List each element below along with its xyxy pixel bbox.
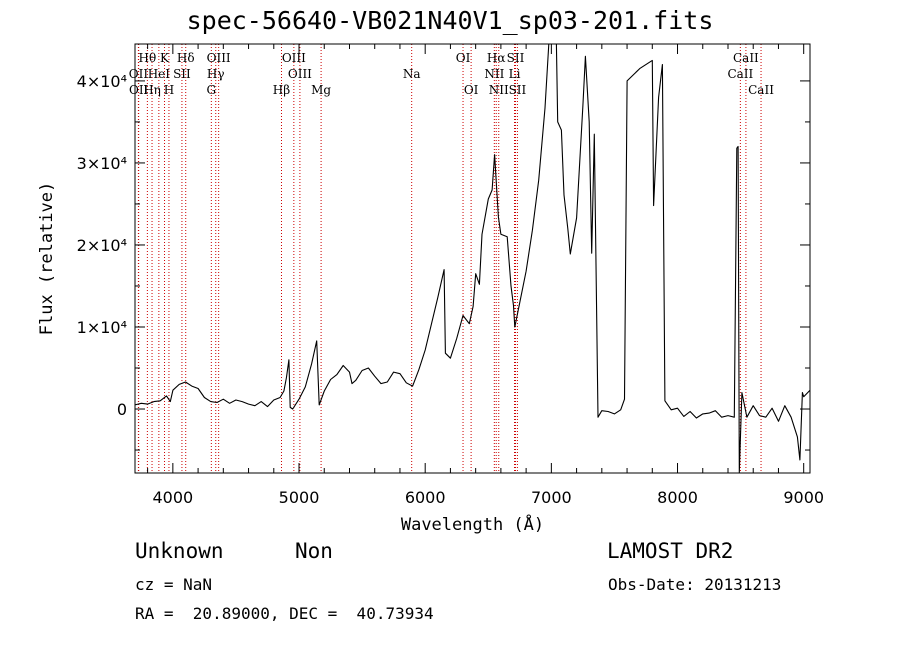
line-label: OI	[456, 51, 471, 65]
line-label: Hη	[143, 83, 161, 97]
line-label: OIII	[288, 67, 312, 81]
spectral-line-labels: Hθ OII OII K HeI Hη H Hδ SII OIII Hγ G OIII OIII Hβ Mg N…	[129, 51, 774, 97]
plot-frame	[134, 43, 811, 474]
x-tick-label: 4000	[152, 488, 193, 507]
line-label: HeI	[148, 67, 171, 81]
x-tick-label: 8000	[657, 488, 698, 507]
ra-dec: RA = 20.89000, DEC = 40.73934	[135, 604, 434, 623]
obs-date: Obs-Date: 20131213	[608, 575, 782, 594]
line-label: OIII	[282, 51, 306, 65]
line-label: OIII	[207, 51, 231, 65]
line-label: CaII	[748, 83, 774, 97]
line-label: Hδ	[177, 51, 195, 65]
y-tick-label: 1×10⁴	[77, 318, 127, 337]
line-label: Na	[403, 67, 421, 81]
x-axis-label: Wavelength (Å)	[401, 513, 544, 535]
line-label: K	[160, 51, 170, 65]
spectrum-series	[134, 43, 811, 473]
spectrum-line	[134, 43, 811, 473]
line-label: Hγ	[207, 67, 225, 81]
line-label: SII	[173, 67, 191, 81]
line-label: Li	[509, 67, 521, 81]
line-label: Hβ	[273, 83, 290, 97]
line-label: G	[207, 83, 217, 97]
object-subclass: Non	[295, 539, 333, 563]
y-axis-label: Flux (relative)	[37, 182, 57, 336]
y-tick-label: 0	[117, 400, 127, 419]
line-label: Mg	[311, 83, 331, 97]
line-label: CaII	[733, 51, 759, 65]
redshift-cz: cz = NaN	[135, 575, 213, 594]
line-label: CaII	[727, 67, 753, 81]
x-tick-label: 5000	[279, 488, 320, 507]
y-tick-label: 2×10⁴	[77, 236, 127, 255]
survey-name: LAMOST DR2	[607, 539, 734, 563]
chart-title: spec-56640-VB021N40V1_sp03-201.fits	[186, 6, 714, 35]
line-label: H	[164, 83, 174, 97]
line-label: NII	[489, 83, 509, 97]
x-tick-label: 7000	[531, 488, 572, 507]
x-tick-label: 6000	[405, 488, 446, 507]
line-label: OI	[464, 83, 479, 97]
line-label: Hα	[487, 51, 506, 65]
line-label: NII	[484, 67, 504, 81]
object-class: Unknown	[135, 539, 224, 563]
spectral-line-markers	[137, 44, 762, 473]
line-label: SII	[507, 51, 525, 65]
plot-axes: 4000 5000 6000 7000 8000 9000 0 1×10⁴ 2×10⁴ 3×10⁴…	[37, 43, 824, 535]
line-label: Hθ	[139, 51, 157, 65]
line-label: OII	[129, 83, 149, 97]
y-tick-label: 4×10⁴	[77, 72, 127, 91]
line-label: SII	[509, 83, 527, 97]
x-tick-label: 9000	[783, 488, 824, 507]
y-tick-label: 3×10⁴	[77, 154, 127, 173]
line-label: OII	[129, 67, 149, 81]
